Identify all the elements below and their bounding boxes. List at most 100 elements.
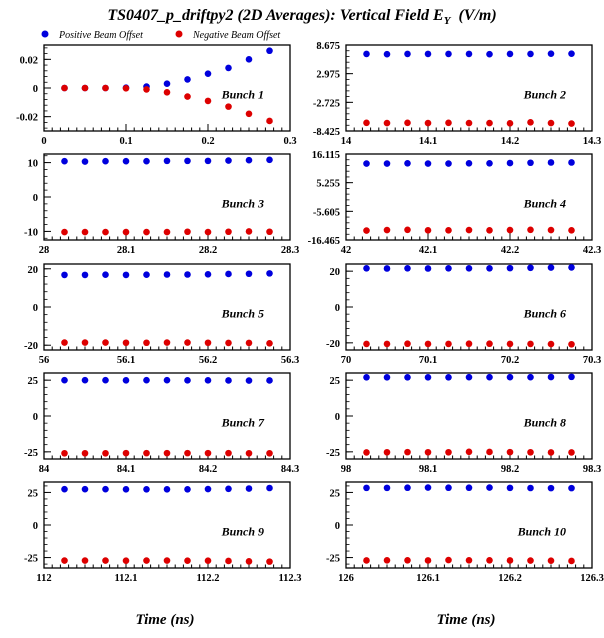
x-tick-label: 28.3 — [281, 245, 299, 256]
y-tick-label: 0 — [33, 521, 38, 532]
data-point-negative — [204, 557, 212, 565]
data-point-negative — [506, 448, 514, 456]
data-point-negative — [102, 557, 109, 564]
data-point-negative — [547, 226, 555, 234]
data-point-positive — [143, 485, 150, 493]
data-point-negative — [404, 448, 411, 456]
data-point-positive — [184, 76, 191, 83]
data-point-positive — [266, 484, 273, 492]
data-point-negative — [363, 119, 370, 127]
y-tick-label: 10 — [28, 159, 39, 170]
y-tick-label: 0 — [335, 521, 340, 532]
data-point-negative — [547, 449, 555, 456]
data-point-negative — [445, 448, 452, 456]
data-point-negative — [424, 448, 432, 456]
y-tick-label: -25 — [326, 448, 340, 459]
data-point-negative — [568, 227, 575, 234]
data-point-positive — [266, 156, 273, 164]
data-point-positive — [184, 377, 191, 384]
data-point-negative — [363, 449, 370, 456]
data-point-negative — [122, 339, 130, 347]
data-point-positive — [527, 159, 534, 167]
data-point-positive — [102, 376, 109, 384]
data-point-positive — [122, 485, 130, 493]
data-point-negative — [245, 110, 253, 118]
x-tick-label: 14 — [341, 136, 352, 147]
data-point-positive — [424, 160, 432, 167]
data-point-negative — [266, 228, 273, 236]
panel-label: Bunch 7 — [221, 415, 265, 429]
x-tick-label: 112.3 — [278, 573, 301, 584]
data-point-positive — [163, 271, 171, 278]
data-point-positive — [81, 485, 89, 493]
data-point-negative — [363, 227, 370, 234]
data-point-positive — [266, 270, 273, 277]
panel-label: Bunch 6 — [523, 306, 566, 320]
data-point-negative — [204, 97, 212, 105]
panel-bunch-3: 28 28.1 28.2 28.3 10 0 -10 Bunch 3 — [24, 153, 299, 256]
data-point-negative — [122, 84, 130, 92]
data-point-negative — [527, 340, 534, 348]
data-point-negative — [102, 228, 109, 236]
y-tick-label: -25 — [24, 448, 38, 459]
data-point-negative — [245, 449, 253, 457]
data-point-negative — [225, 449, 232, 457]
data-point-positive — [204, 157, 212, 165]
x-tick-label: 56.3 — [281, 355, 299, 366]
x-tick-label: 98.1 — [419, 464, 437, 475]
x-tick-label: 126.1 — [416, 573, 440, 584]
data-point-negative — [122, 557, 130, 565]
data-point-negative — [465, 226, 473, 234]
data-point-negative — [163, 557, 171, 564]
data-point-positive — [383, 484, 391, 492]
data-point-negative — [465, 448, 473, 456]
data-point-negative — [486, 340, 493, 348]
y-tick-label: -25 — [24, 554, 38, 565]
x-tick-label: 14.3 — [583, 136, 601, 147]
data-point-negative — [445, 119, 452, 127]
data-point-negative — [527, 448, 534, 456]
data-point-negative — [383, 557, 391, 564]
y-tick-label: 5.255 — [316, 179, 340, 190]
data-point-positive — [424, 50, 432, 58]
y-tick-label: 20 — [330, 267, 341, 278]
panel-bunch-1: 0 0.1 0.2 0.3 0.02 0 -0.02 Bunch 1 — [16, 44, 297, 147]
data-point-negative — [527, 557, 534, 564]
y-tick-label: -20 — [326, 339, 340, 350]
y-tick-label: 20 — [28, 265, 39, 276]
data-point-negative — [445, 340, 452, 348]
data-point-negative — [143, 557, 150, 564]
data-point-negative — [568, 557, 575, 565]
data-point-positive — [527, 484, 534, 492]
data-point-positive — [486, 484, 493, 491]
x-tick-label: 84 — [39, 464, 50, 475]
data-point-positive — [383, 160, 391, 167]
data-point-positive — [383, 50, 391, 58]
data-point-negative — [568, 449, 575, 456]
data-point-positive — [404, 50, 411, 58]
data-point-positive — [143, 271, 150, 279]
panel-label: Bunch 3 — [221, 196, 264, 210]
data-point-positive — [184, 485, 191, 493]
data-point-positive — [445, 374, 452, 381]
data-point-negative — [184, 228, 191, 236]
data-point-positive — [163, 485, 171, 493]
data-point-negative — [383, 340, 391, 348]
x-tick-label: 98 — [341, 464, 352, 475]
data-point-positive — [102, 157, 109, 165]
x-axis-label-left: Time (ns) — [135, 612, 194, 628]
data-point-negative — [424, 227, 432, 234]
data-point-positive — [184, 271, 191, 278]
data-point-positive — [445, 160, 452, 167]
data-point-positive — [547, 50, 555, 57]
data-point-positive — [363, 484, 370, 492]
data-point-positive — [568, 373, 575, 381]
data-point-negative — [547, 557, 555, 565]
data-point-positive — [245, 270, 253, 278]
data-point-positive — [122, 271, 130, 279]
data-point-positive — [465, 159, 473, 167]
data-point-negative — [184, 339, 191, 346]
x-tick-label: 126.3 — [580, 573, 604, 584]
data-point-positive — [506, 50, 514, 58]
data-point-negative — [184, 93, 191, 100]
